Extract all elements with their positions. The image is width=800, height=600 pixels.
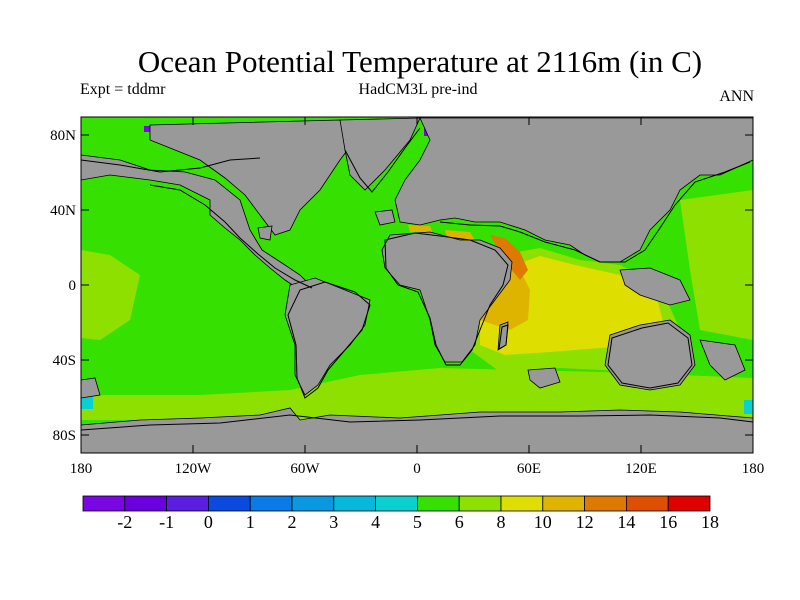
- colorbar-label: 4: [371, 512, 381, 532]
- colorbar-label: 12: [575, 512, 594, 532]
- lat-tick-label: 40N: [50, 203, 76, 219]
- coastlines: [81, 127, 753, 431]
- colorbar-label: 10: [533, 512, 552, 532]
- ridge-land: [374, 209, 396, 226]
- colorbar-swatch: [249, 495, 293, 512]
- coastline: [81, 157, 261, 173]
- greenland-land: [339, 117, 421, 191]
- ridge-land: [81, 377, 101, 399]
- coastline: [149, 184, 313, 289]
- coastline: [384, 232, 509, 366]
- southern-ocean-band: [81, 368, 753, 420]
- colorbar-swatch: [207, 495, 251, 512]
- indian-ocean-hot: [480, 256, 665, 355]
- south-america-land: [284, 277, 371, 396]
- map-panel: [81, 117, 753, 453]
- ridge-land: [699, 339, 746, 381]
- colorbar-label: 18: [701, 512, 719, 532]
- lon-tick-label: 60E: [516, 461, 542, 477]
- colorbar-swatch: [124, 495, 168, 512]
- australia-land: [604, 319, 696, 391]
- africa-land: [381, 231, 513, 363]
- colorbar-swatch: [375, 495, 418, 512]
- coastline: [81, 414, 753, 431]
- coastline: [439, 161, 751, 263]
- colorbar-swatch: [291, 495, 335, 512]
- colorbar-label: 5: [412, 512, 422, 532]
- lat-tick-label: 40S: [52, 353, 76, 369]
- colorbar-label: -1: [159, 512, 175, 532]
- lon-tick-label: 180: [741, 461, 765, 477]
- colorbar-label: 8: [496, 512, 506, 532]
- coastline: [607, 322, 693, 389]
- indonesia-land: [619, 267, 691, 306]
- map-title: Ocean Potential Temperature at 2116m (in…: [137, 44, 703, 79]
- colorbar-swatch: [458, 495, 502, 512]
- lon-tick-label: 120E: [625, 461, 657, 477]
- lon-tick-label: 0: [413, 461, 421, 477]
- red-sea-plume: [480, 262, 530, 330]
- colorbar-label: 2: [287, 512, 297, 532]
- colorbar-swatch: [82, 495, 126, 512]
- lat-tick-label: 80N: [50, 128, 76, 144]
- colorbar-label: 3: [329, 512, 339, 532]
- lon-tick-label: 60W: [290, 461, 320, 477]
- lat-tick-label: 80S: [52, 428, 76, 444]
- mediterranean-outflow: [408, 225, 476, 242]
- lat-tick-label: 0: [68, 278, 77, 294]
- colorbar-swatch: [542, 495, 585, 512]
- lon-tick-label: 180: [69, 461, 93, 477]
- colorbar-label: 1: [245, 512, 255, 532]
- cold-spot: [744, 400, 753, 414]
- red-sea-core: [490, 235, 528, 280]
- ridge-land: [527, 367, 561, 389]
- colorbar-label: 6: [454, 512, 464, 532]
- colorbar-swatch: [626, 495, 669, 512]
- colorbar-label: -2: [117, 512, 133, 532]
- coastline: [498, 324, 509, 350]
- season-label: ANN: [719, 88, 754, 105]
- colorbar-label: 0: [203, 512, 213, 532]
- colorbar-swatch: [500, 495, 544, 512]
- colorbar-swatch: [584, 495, 627, 512]
- model-label: HadCM3L pre-ind: [358, 81, 478, 98]
- eurasia-land: [394, 117, 753, 263]
- coastline: [287, 281, 371, 399]
- coastline: [344, 127, 421, 193]
- cold-spot: [81, 395, 93, 409]
- colorbar-label: 16: [659, 512, 678, 532]
- colorbar-swatch: [166, 495, 209, 512]
- experiment-label: Expt = tddmr: [80, 81, 166, 98]
- west-pacific-warm: [680, 190, 753, 340]
- colorbar-swatch: [667, 495, 711, 512]
- axis-ticks: [81, 117, 753, 453]
- lon-tick-label: 120W: [174, 461, 212, 477]
- colorbar-label: 14: [617, 512, 636, 532]
- colorbar-swatch: [333, 495, 376, 512]
- ridge-land: [257, 225, 273, 241]
- colorbar-swatch: [416, 495, 460, 512]
- east-pacific-warm: [81, 250, 140, 340]
- colorbar: [82, 495, 711, 512]
